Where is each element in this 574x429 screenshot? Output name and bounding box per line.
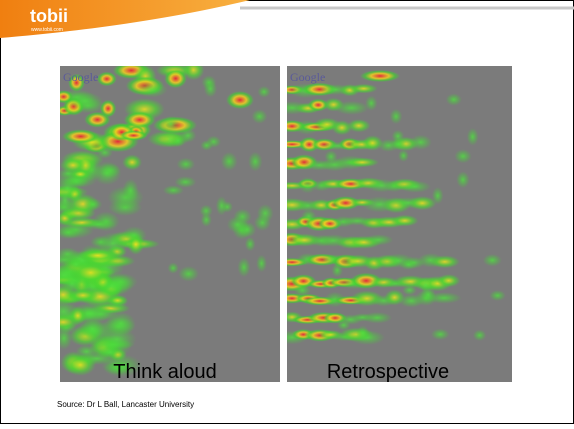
heat-blob	[466, 127, 479, 146]
logo-url: www.tobii.com	[31, 27, 63, 33]
logo: tobii	[30, 6, 68, 26]
heat-blob	[203, 80, 218, 98]
heat-blob	[99, 99, 117, 118]
panel-logo: Google	[290, 70, 325, 84]
heat-blob	[333, 100, 369, 115]
heat-blob	[361, 312, 393, 324]
heat-blob	[162, 185, 184, 196]
heat-blob	[398, 149, 409, 162]
heat-blob	[402, 285, 417, 296]
heat-blob	[200, 140, 213, 151]
heat-blob	[220, 151, 238, 171]
panel-label: Think aloud	[113, 361, 216, 383]
header-swoosh	[0, 0, 250, 38]
heat-blob	[107, 295, 129, 306]
heat-blob	[83, 198, 103, 211]
heat-blob	[237, 257, 251, 278]
heat-blob	[363, 234, 394, 246]
heat-blob	[482, 254, 502, 267]
heat-blob	[170, 134, 186, 148]
heatmap	[60, 66, 274, 378]
heat-blob	[60, 90, 74, 104]
heat-blob	[94, 275, 130, 297]
heat-blob	[257, 85, 271, 98]
heat-blob	[429, 255, 460, 269]
heat-blob	[200, 212, 212, 227]
heat-blob	[127, 234, 145, 255]
heat-blob	[226, 216, 249, 234]
heat-blob	[398, 180, 432, 193]
heat-blob	[389, 138, 407, 151]
heat-blob	[68, 73, 85, 92]
heat-blob	[301, 209, 317, 223]
heat-blob	[399, 259, 418, 270]
heat-blob	[324, 150, 338, 164]
heat-blob	[65, 354, 96, 376]
heat-blob	[60, 157, 87, 174]
heat-blob	[456, 171, 470, 189]
heat-blob	[60, 225, 81, 240]
heat-blob	[178, 265, 199, 282]
heat-blob	[60, 284, 77, 306]
heat-blob	[430, 328, 450, 341]
heat-blob	[256, 204, 274, 223]
heat-blob	[454, 149, 472, 164]
heat-blob	[256, 254, 267, 273]
heat-blob	[176, 157, 196, 171]
heat-blob	[472, 329, 487, 341]
heat-blob	[174, 176, 197, 188]
heat-blob	[356, 325, 370, 341]
panel-label: Retrospective	[327, 361, 449, 383]
panel-logo: Google	[63, 70, 98, 84]
heat-blob	[431, 187, 444, 205]
heat-blob	[331, 120, 353, 136]
heat-blob	[389, 108, 403, 125]
heat-blob	[68, 306, 87, 326]
heat-blob	[418, 277, 433, 293]
heat-blob	[96, 71, 117, 87]
heat-blob	[365, 95, 378, 111]
source-note: Source: Dr L Ball, Lancaster University	[57, 400, 194, 409]
heat-blob	[244, 236, 256, 252]
heatmap	[287, 70, 506, 345]
heat-blob	[60, 189, 74, 213]
heat-blob	[96, 146, 113, 159]
heat-blob	[331, 263, 343, 278]
heat-blob	[437, 274, 461, 288]
heat-blob	[77, 249, 119, 262]
heat-blob	[298, 176, 317, 194]
heat-blob	[226, 91, 254, 109]
heat-blob	[391, 214, 419, 227]
heat-blob	[360, 70, 400, 82]
heat-blob	[66, 92, 103, 110]
heat-blob	[136, 81, 168, 98]
heat-blob	[161, 115, 180, 133]
heat-blob	[409, 134, 432, 150]
heat-blob	[345, 157, 379, 168]
heat-blob	[92, 161, 122, 186]
heat-blob	[293, 284, 311, 297]
heat-blob	[122, 178, 139, 203]
heat-blob	[80, 318, 105, 340]
heat-blob	[251, 109, 268, 124]
heat-blob	[336, 320, 351, 331]
heat-blob	[489, 290, 506, 301]
heat-blob	[445, 93, 462, 106]
heat-blob	[248, 151, 263, 172]
heat-blob	[408, 196, 437, 211]
heat-blob	[349, 83, 378, 94]
heat-blob	[215, 196, 228, 216]
heat-blob	[122, 154, 142, 171]
heat-blob	[62, 129, 100, 144]
heat-blob	[123, 111, 156, 129]
heat-blob	[167, 262, 179, 274]
heat-blob	[81, 219, 117, 230]
heat-blob	[307, 98, 329, 112]
heat-blob	[362, 135, 383, 151]
heat-blob	[97, 327, 137, 352]
heat-blob	[347, 119, 371, 133]
heat-blob	[164, 68, 187, 89]
heat-blob	[119, 130, 148, 141]
